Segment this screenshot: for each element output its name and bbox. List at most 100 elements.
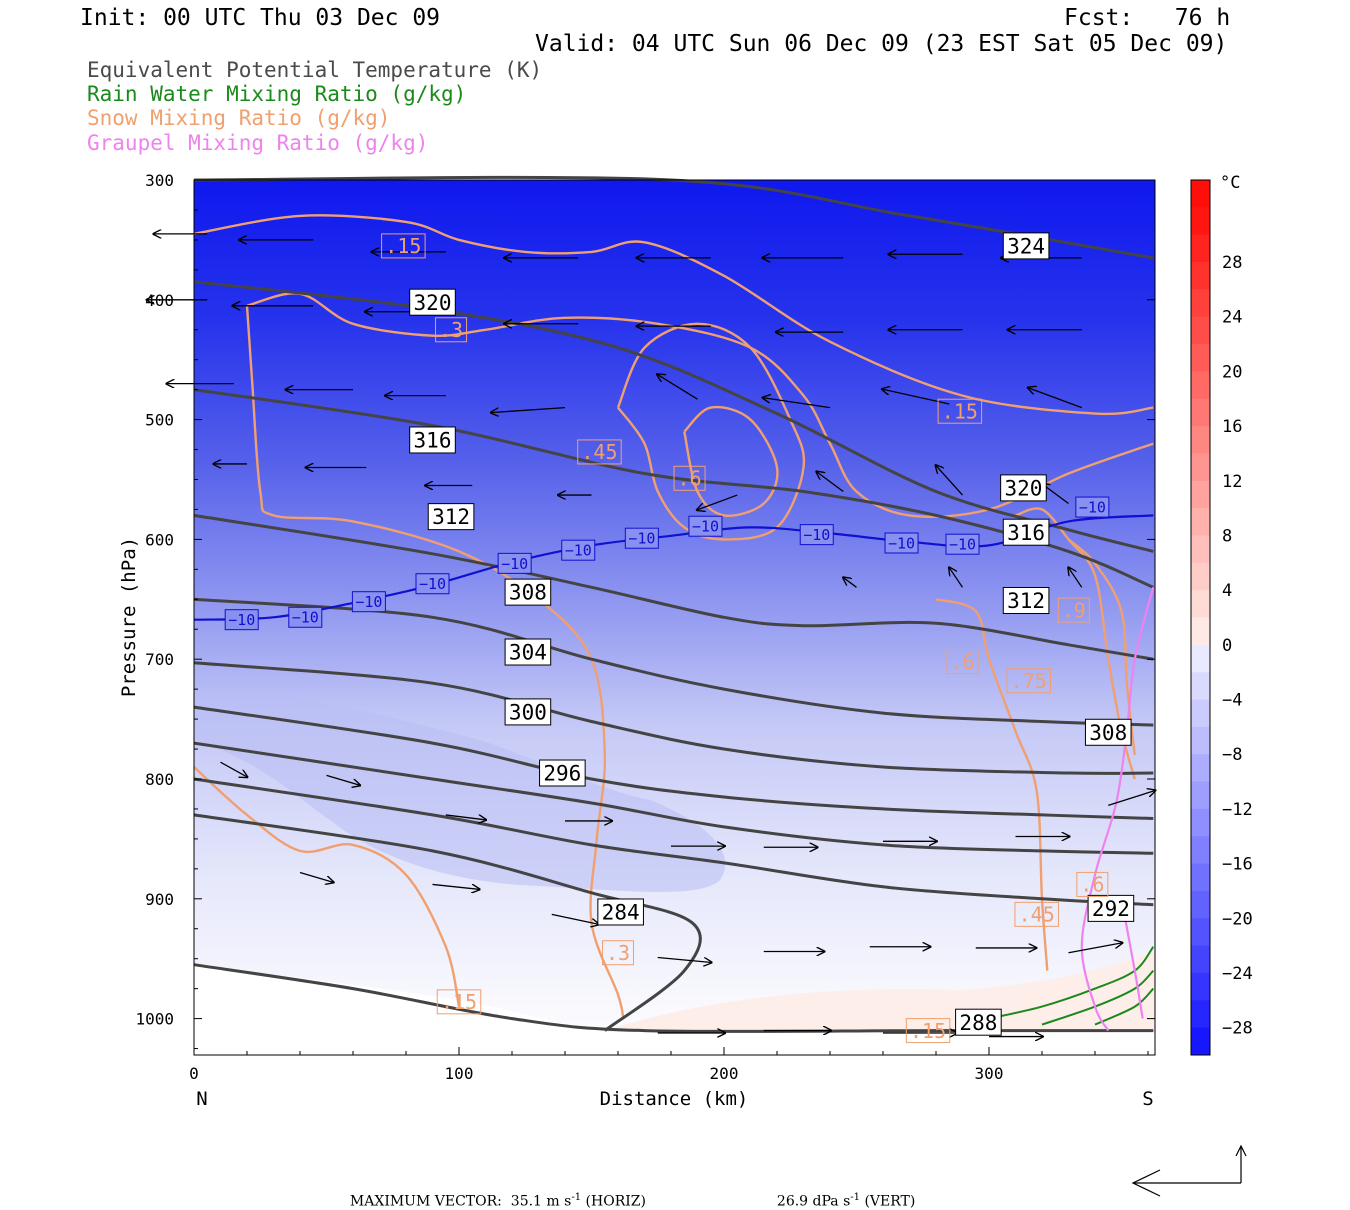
isotherm-label-text: −10 <box>355 593 382 611</box>
isotherm-label: −10 <box>799 524 834 546</box>
theta-e-label-box <box>409 426 456 454</box>
theta-e-label: 296 <box>539 759 586 787</box>
colorbar-bin <box>1191 453 1210 482</box>
y-tick-label: 400 <box>145 291 174 310</box>
theta-e-label-box <box>1084 718 1132 746</box>
isotherm-label: −10 <box>884 532 919 554</box>
wind-vector <box>491 406 566 413</box>
wind-vector <box>551 913 599 924</box>
snow-label-text: .3 <box>606 941 630 965</box>
wind-vector <box>1108 790 1155 806</box>
temperature-shading <box>194 180 1155 1055</box>
x-tick-label: 0 <box>189 1064 199 1083</box>
theta-e-label-box <box>427 503 475 531</box>
wind-vector <box>816 471 844 493</box>
colorbar-bin <box>1191 562 1210 591</box>
y-axis-label: Pressure (hPa) <box>118 537 140 697</box>
theta-e-label-text: 308 <box>509 581 547 605</box>
theta-e-label-text: 316 <box>414 429 452 453</box>
colorbar-bin <box>1191 726 1210 755</box>
snow-label-text: .15 <box>910 1019 946 1043</box>
snow-label: .15 <box>905 1018 951 1044</box>
colorbar-bin <box>1191 644 1210 673</box>
theta-e-label-text: 308 <box>1089 721 1127 745</box>
colorbar-tick-label: −8 <box>1222 745 1242 765</box>
colorbar-bin <box>1191 508 1210 536</box>
y-tick-label: 800 <box>145 770 174 789</box>
theta-e-label: 308 <box>1084 718 1132 746</box>
theta-e-label: 288 <box>955 1008 1002 1036</box>
warm-near-surface-shading <box>600 950 1155 1032</box>
isotherm-label: −10 <box>288 606 323 628</box>
south-end-label: S <box>1142 1088 1153 1110</box>
y-tick-label: 300 <box>145 171 174 190</box>
wind-vector <box>220 761 248 777</box>
theta-e-label-box <box>1000 474 1047 502</box>
colorbar-bin <box>1191 480 1210 509</box>
wind-vector <box>657 956 712 963</box>
theta-e-contour-308 <box>193 597 1154 727</box>
theta-e-label-text: 320 <box>1004 476 1042 500</box>
isotherm-label-text: −10 <box>419 575 446 593</box>
legend-theta-e: Equivalent Potential Temperature (K) <box>87 58 543 82</box>
init-time: Init: 00 UTC Thu 03 Dec 09 <box>80 5 441 31</box>
colorbar-bin <box>1191 1000 1210 1029</box>
colorbar-bin <box>1191 972 1210 1001</box>
x-axis-label: Distance (km) <box>600 1088 749 1110</box>
plot-background <box>194 180 1155 1055</box>
snow-label-box <box>1057 597 1090 623</box>
isotherm-label-text: −10 <box>565 542 592 560</box>
isotherm-label-box <box>561 539 596 561</box>
y-tick-label: 700 <box>145 650 174 669</box>
isotherm-label-box <box>624 527 659 549</box>
isotherm-label: −10 <box>415 573 450 595</box>
colorbar-tick-label: 28 <box>1222 253 1242 273</box>
snow-label-text: .6 <box>1080 873 1104 897</box>
y-tick-label: 600 <box>145 530 174 549</box>
snow-label-text: .15 <box>942 399 978 423</box>
snow-label-box <box>1014 901 1059 927</box>
isotherm-label-text: −10 <box>1079 498 1106 516</box>
vert-value: 26.9 dPa s <box>776 1193 851 1210</box>
snow-label-box <box>435 317 468 343</box>
colorbar-bin <box>1191 234 1210 263</box>
colorbar-bin <box>1191 316 1210 345</box>
vert-exponent: -1 <box>850 1192 861 1203</box>
theta-e-label-text: 304 <box>509 641 547 665</box>
colorbar-tick-label: −20 <box>1222 909 1253 929</box>
snow-label-text: .45 <box>1019 903 1055 927</box>
isotherm-label-box <box>1075 496 1110 518</box>
theta-e-label: 324 <box>1002 232 1050 260</box>
theta-e-label-text: 288 <box>959 1011 997 1035</box>
theta-e-label-text: 312 <box>432 505 470 529</box>
theta-e-label: 316 <box>409 426 456 454</box>
isotherm-label-box <box>497 552 532 574</box>
axes: 300 400 500 600 700 800 900 1000 0 100 200 300 Dista… <box>118 171 1155 1110</box>
colorbar-tick-label: 16 <box>1222 417 1242 437</box>
theta-e-label-text: 292 <box>1092 897 1130 921</box>
colorbar-bin <box>1191 890 1210 919</box>
isotherm-label-text: −10 <box>803 526 830 544</box>
colorbar-tick-label: −12 <box>1222 800 1253 820</box>
snow-label: .15 <box>937 398 983 424</box>
snow-label-box <box>577 439 622 465</box>
wind-vector <box>326 774 361 785</box>
snow-label-box <box>937 398 983 424</box>
colorbar-bin <box>1191 672 1210 701</box>
colorbar-bin <box>1191 535 1210 564</box>
theta-e-label-text: 296 <box>543 762 581 786</box>
theta-e-label-text: 316 <box>1007 521 1045 545</box>
snow-label: .45 <box>1014 901 1059 927</box>
legend-graupel: Graupel Mixing Ratio (g/kg) <box>87 131 429 155</box>
isotherm-label-box <box>351 591 386 613</box>
theta-e-label-box <box>1087 894 1135 922</box>
theta-e-contour-300 <box>193 705 1154 820</box>
theta-e-label: 312 <box>1002 586 1050 614</box>
isotherm-label-text: −10 <box>501 555 528 573</box>
y-tick-label: 900 <box>145 890 174 909</box>
wind-vector <box>1068 943 1123 954</box>
colorbar-bin <box>1191 808 1210 837</box>
isotherm-label: −10 <box>561 539 596 561</box>
wind-vector <box>1068 567 1083 588</box>
